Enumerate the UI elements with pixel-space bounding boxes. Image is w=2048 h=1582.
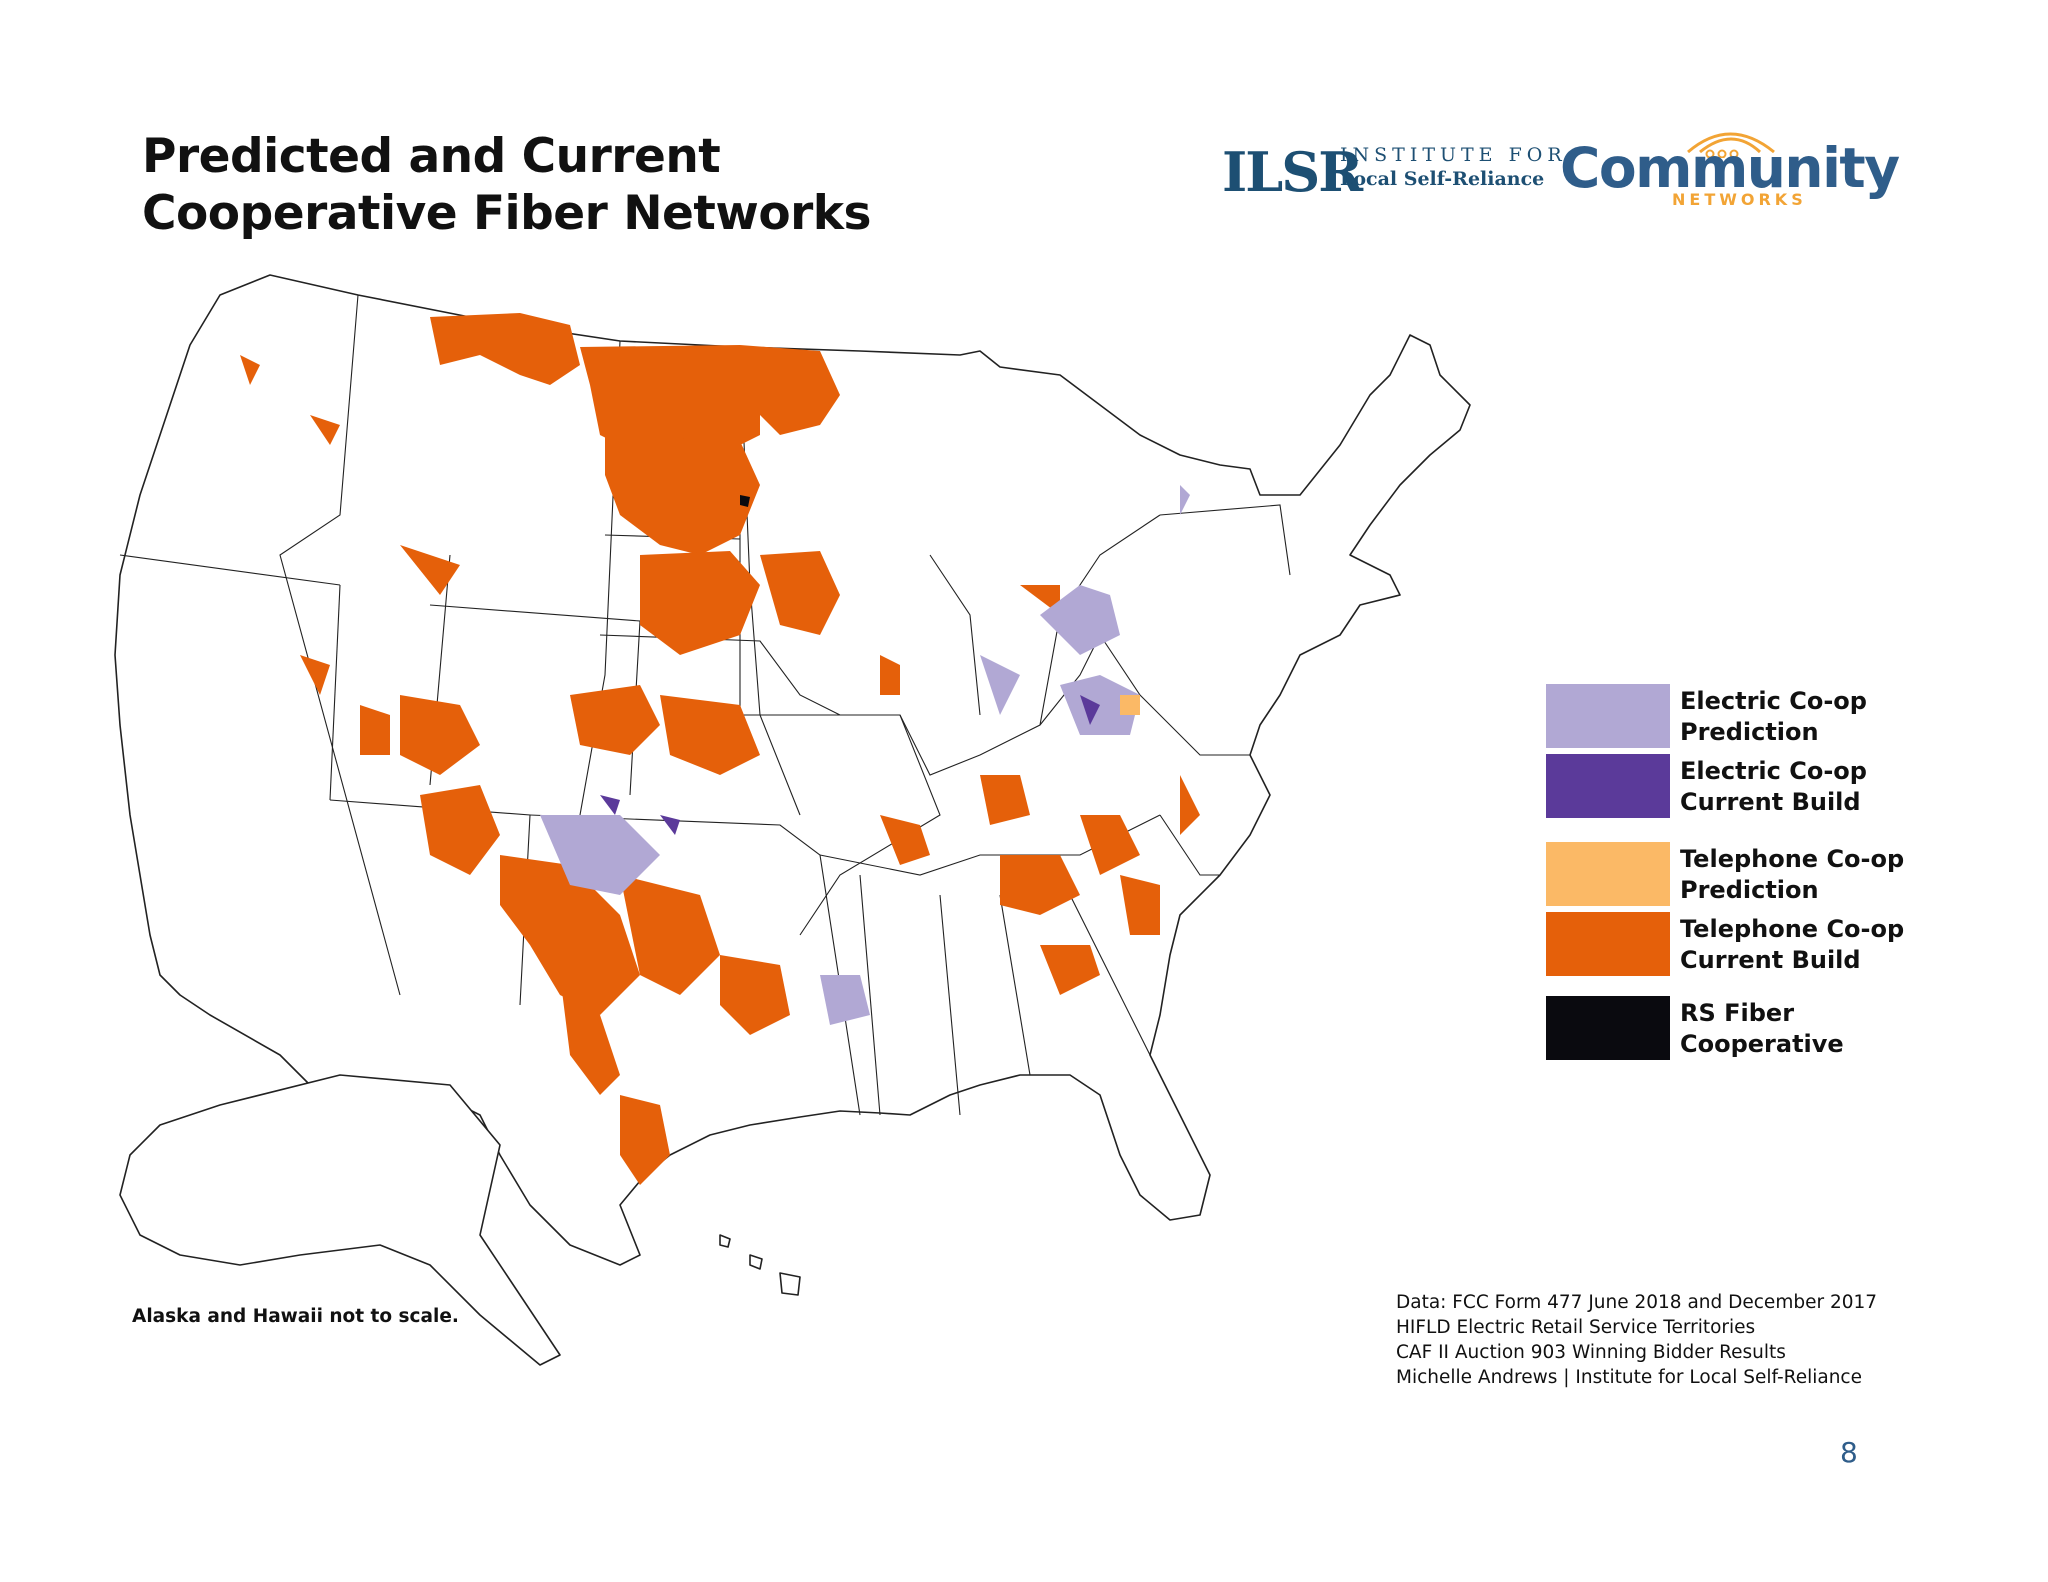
legend-swatch xyxy=(1546,912,1670,976)
page-title: Predicted and Current Cooperative Fiber … xyxy=(142,128,872,242)
title-line-1: Predicted and Current xyxy=(142,129,721,184)
border-line xyxy=(329,584,341,801)
electric-current-build-areas xyxy=(600,695,1100,835)
us-coop-fiber-map xyxy=(114,274,1471,1366)
ilsr-logo-mark: ILSR xyxy=(1222,140,1363,204)
source-line: HIFLD Electric Retail Service Territorie… xyxy=(1396,1317,1756,1338)
community-networks-logo: Community NETWORKS xyxy=(1560,118,1900,210)
community-sub: NETWORKS xyxy=(1672,190,1807,209)
legend-swatch xyxy=(1546,842,1670,906)
source-line: Data: FCC Form 477 June 2018 and Decembe… xyxy=(1396,1292,1878,1313)
legend-swatch xyxy=(1546,754,1670,818)
legend-label: Electric Co-op Prediction xyxy=(1680,687,1867,746)
ilsr-line-2: Local Self-Reliance xyxy=(1340,168,1545,190)
border-line xyxy=(740,714,941,936)
legend-label: RS Fiber Cooperative xyxy=(1680,999,1844,1058)
hawaii-outline xyxy=(719,1234,801,1296)
logo-bar: ILSR INSTITUTE FOR Local Self-Reliance C… xyxy=(1222,118,1900,210)
border-line xyxy=(1099,634,1250,756)
legend-label: Telephone Co-op Current Build xyxy=(1680,915,1905,974)
source-line: Michelle Andrews | Institute for Local S… xyxy=(1396,1367,1862,1388)
legend-label: Electric Co-op Current Build xyxy=(1680,757,1867,816)
legend-swatch xyxy=(1546,996,1670,1060)
legend-item-electric-prediction: Electric Co-op Prediction xyxy=(1546,684,1916,748)
border-line xyxy=(1159,504,1291,576)
electric-prediction-areas xyxy=(540,485,1190,1025)
border-line xyxy=(279,294,401,996)
legend-item-electric-current: Electric Co-op Current Build xyxy=(1546,754,1916,818)
scale-note: Alaska and Hawaii not to scale. xyxy=(132,1306,459,1327)
community-word: Community xyxy=(1560,136,1900,200)
legend-item-telephone-prediction: Telephone Co-op Prediction xyxy=(1546,842,1916,906)
state-outlines xyxy=(114,274,1471,1366)
border-line xyxy=(1059,874,1151,1056)
telephone-current-build-areas xyxy=(240,313,1200,1185)
border-line xyxy=(939,894,961,1116)
ilsr-logo-text: INSTITUTE FOR Local Self-Reliance xyxy=(1340,144,1567,190)
border-line xyxy=(1159,814,1220,876)
border-line xyxy=(119,554,341,586)
telephone-prediction-areas xyxy=(1120,695,1140,715)
data-sources: Data: FCC Form 477 June 2018 and Decembe… xyxy=(1396,1290,1877,1390)
source-line: CAF II Auction 903 Winning Bidder Result… xyxy=(1396,1342,1786,1363)
title-line-2: Cooperative Fiber Networks xyxy=(142,186,872,241)
legend-item-rs-fiber: RS Fiber Cooperative xyxy=(1546,996,1916,1060)
page-number: 8 xyxy=(1840,1436,1858,1469)
legend-item-telephone-current: Telephone Co-op Current Build xyxy=(1546,912,1916,976)
ilsr-line-1: INSTITUTE FOR xyxy=(1340,144,1567,166)
alaska-outline xyxy=(119,1074,561,1366)
border-line xyxy=(899,634,1101,776)
border-line xyxy=(999,894,1031,1076)
border-line xyxy=(859,874,881,1116)
legend-label: Telephone Co-op Prediction xyxy=(1680,845,1905,904)
legend-swatch xyxy=(1546,684,1670,748)
border-line xyxy=(929,554,981,716)
rs-fiber-areas xyxy=(740,495,750,507)
network-arcs-icon xyxy=(1687,132,1775,158)
